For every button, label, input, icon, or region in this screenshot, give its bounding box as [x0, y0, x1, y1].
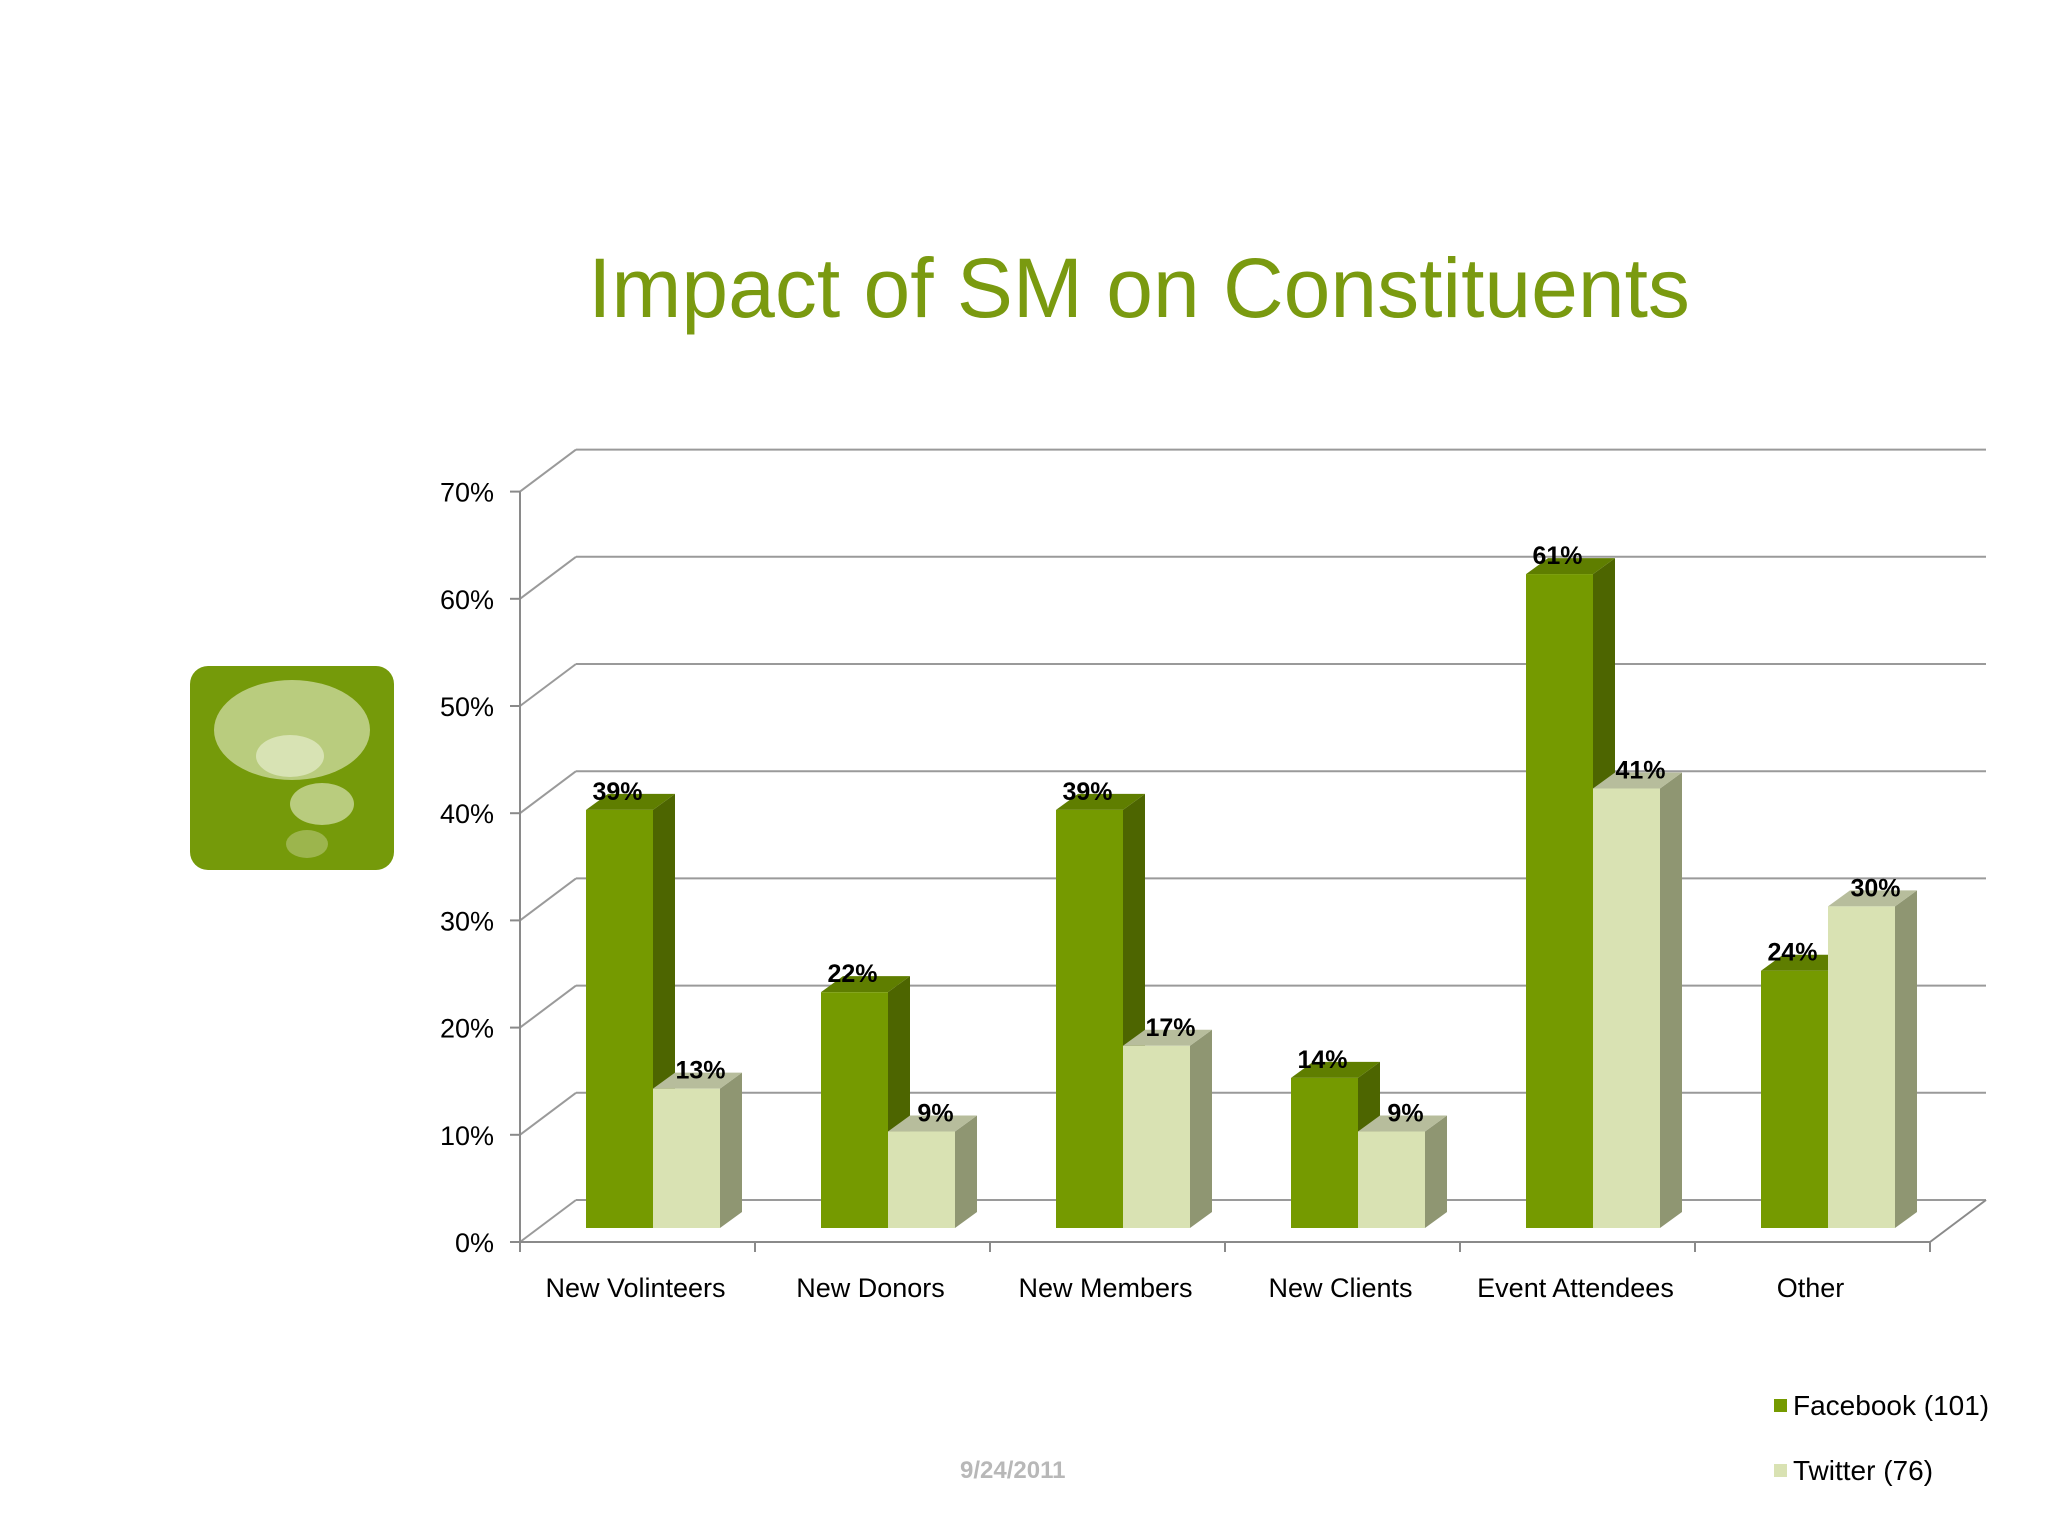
bar-side-twitter — [1895, 890, 1917, 1228]
logo-bubble-small — [286, 830, 328, 858]
legend-item-twitter: Twitter (76) — [1774, 1455, 1933, 1487]
x-tick-label: Event Attendees — [1477, 1273, 1674, 1303]
data-label: 9% — [1387, 1100, 1423, 1128]
logo-bubble-large — [214, 680, 370, 780]
gridline-diagonal — [519, 1199, 577, 1243]
gridline-diagonal — [519, 555, 577, 600]
chart-title: Impact of SM on Constituents — [588, 241, 1690, 335]
bar-facebook — [821, 992, 888, 1228]
y-tick-label: 50% — [440, 692, 494, 722]
slide-date: 9/24/2011 — [960, 1457, 1066, 1484]
bar-facebook — [586, 809, 653, 1228]
data-label: 39% — [1062, 778, 1112, 806]
y-tick-label: 30% — [440, 906, 494, 936]
legend-label-twitter: Twitter (76) — [1793, 1455, 1934, 1486]
bar-side-twitter — [1425, 1115, 1447, 1228]
data-label: 22% — [827, 960, 877, 988]
data-label: 39% — [592, 778, 642, 806]
bar-top-facebook — [1056, 793, 1145, 810]
legend-swatch-twitter — [1774, 1464, 1787, 1478]
bar-top-twitter — [1593, 772, 1682, 789]
bar-top-facebook — [1526, 558, 1615, 575]
data-label: 41% — [1615, 756, 1665, 784]
bar-top-facebook — [1761, 954, 1850, 971]
bar-side-twitter — [955, 1115, 977, 1228]
data-label: 17% — [1145, 1014, 1195, 1042]
bar-side-twitter — [1190, 1029, 1212, 1228]
bar-top-facebook — [1291, 1061, 1380, 1078]
data-label: 24% — [1767, 939, 1817, 967]
gridline-diagonal — [519, 448, 577, 493]
legend-item-facebook: Facebook (101) — [1774, 1390, 1989, 1422]
y-tick-label: 60% — [440, 585, 494, 615]
bar-facebook — [1291, 1077, 1358, 1228]
x-tick-label: Other — [1777, 1273, 1845, 1303]
bar-top-facebook — [821, 976, 910, 993]
gridline-diagonal — [519, 770, 577, 815]
bar-side-twitter — [1660, 772, 1682, 1228]
logo-bubble-medium — [290, 783, 354, 825]
data-label: 13% — [675, 1057, 725, 1085]
bar-twitter — [1123, 1045, 1190, 1228]
bar-twitter — [1828, 906, 1895, 1228]
bar-twitter — [653, 1088, 720, 1228]
bar-top-facebook — [586, 793, 675, 810]
bar-twitter — [1593, 788, 1660, 1228]
data-label: 30% — [1850, 874, 1900, 902]
y-tick-label: 70% — [440, 478, 494, 508]
bar-top-twitter — [1358, 1115, 1447, 1132]
y-tick-label: 0% — [455, 1228, 494, 1258]
thought-bubble-icon — [190, 666, 394, 870]
y-tick-label: 10% — [440, 1121, 494, 1151]
legend-label-facebook: Facebook (101) — [1793, 1390, 1990, 1421]
y-tick-label: 20% — [440, 1014, 494, 1044]
logo-bubble-highlight — [256, 735, 324, 777]
bar-top-twitter — [1123, 1029, 1212, 1046]
gridline-diagonal — [519, 984, 577, 1029]
x-tick-label: New Volinteers — [545, 1273, 725, 1303]
bar-top-twitter — [653, 1072, 742, 1089]
data-label: 14% — [1297, 1046, 1347, 1074]
bar-top-twitter — [1828, 890, 1917, 907]
bar-top-twitter — [888, 1115, 977, 1132]
gridline-diagonal — [519, 663, 577, 707]
gridline-diagonal — [519, 1092, 577, 1136]
x-tick-label: New Clients — [1268, 1273, 1412, 1303]
data-label: 61% — [1532, 542, 1582, 570]
data-label: 9% — [917, 1100, 953, 1128]
x-tick-label: New Donors — [796, 1273, 945, 1303]
y-tick-label: 40% — [440, 799, 494, 829]
legend-swatch-facebook — [1774, 1399, 1787, 1413]
bar-side-twitter — [720, 1072, 742, 1228]
bar-facebook — [1761, 970, 1828, 1228]
bar-twitter — [888, 1131, 955, 1228]
gridline-diagonal — [519, 877, 577, 922]
x-tick-label: New Members — [1018, 1273, 1192, 1303]
floor-right-edge — [1929, 1199, 1987, 1243]
bar-facebook — [1056, 809, 1123, 1228]
bar-facebook — [1526, 574, 1593, 1228]
bar-twitter — [1358, 1131, 1425, 1228]
